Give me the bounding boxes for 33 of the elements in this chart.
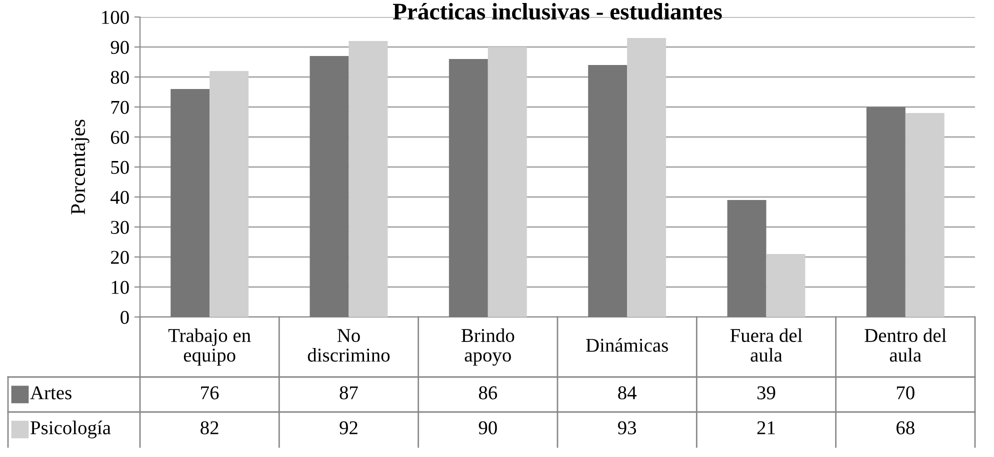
x-tick-label: Dinámicas [586,338,668,352]
x-tick-label: Fuera del aula [730,328,802,362]
data-label: 82 [200,421,218,434]
y-tick-label: 90 [110,40,129,54]
y-axis-title: Porcentajes [71,120,90,214]
data-label: 70 [896,386,914,400]
data-label: 86 [478,386,498,400]
data-label: 68 [896,421,914,434]
y-tick-label: 30 [111,220,129,234]
data-label: 21 [757,421,775,434]
x-tick-label: Dentro del aula [864,328,946,362]
y-tick-label: 50 [111,160,129,174]
chart-title: Prácticas inclusivas - estudiantes [392,2,722,20]
data-label: 87 [340,386,358,400]
y-tick-label: 80 [110,70,129,84]
y-tick-label: 70 [111,100,129,114]
y-tick-label: 10 [112,280,129,294]
legend-label: Psicología [30,420,111,438]
y-tick-label: 40 [110,190,129,204]
x-tick-label: Trabajo en equipo [168,328,251,366]
data-label: 39 [757,386,776,400]
x-tick-label: No discrimino [308,329,390,362]
data-label: 84 [618,386,636,400]
legend-label: Artes [30,386,72,400]
data-label: 76 [201,386,219,400]
y-tick-label: 100 [102,10,129,24]
data-label: 90 [478,421,497,434]
x-tick-label: Brindo apoyo [461,328,514,366]
y-tick-label: 60 [110,130,129,144]
y-tick-label: 0 [120,310,129,324]
y-tick-label: 20 [110,250,129,264]
data-label: 92 [340,421,358,434]
data-label: 93 [618,421,636,434]
